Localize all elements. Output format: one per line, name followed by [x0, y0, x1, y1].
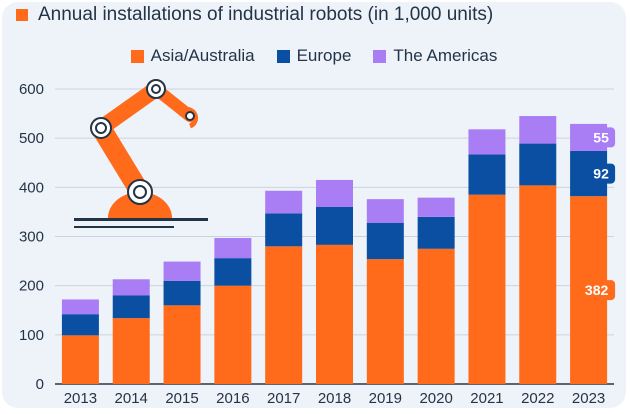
bar-segment	[112, 318, 150, 384]
x-axis-labels: 2013 2014 2015 2016 2017 2018 2019 2020 2021 2022…	[64, 390, 606, 407]
robot-base-line	[74, 218, 208, 221]
x-tick-label: 2016	[216, 390, 249, 407]
x-tick-label: 2018	[318, 390, 351, 407]
robot-upper-arm	[93, 81, 164, 136]
legend: Asia/Australia Europe The Americas	[2, 46, 626, 66]
x-tick-label: 2020	[419, 390, 452, 407]
x-tick-label: 2023	[572, 390, 605, 407]
robot-joint-elbow-inner	[95, 122, 107, 134]
y-tick-label: 400	[19, 179, 44, 196]
industrial-robot-arm-icon	[74, 79, 208, 228]
robot-joint-base	[127, 179, 153, 205]
bar-segment	[366, 199, 404, 223]
bar-segment	[366, 222, 404, 260]
bar-segment	[163, 305, 201, 384]
bar-segment	[519, 185, 557, 384]
y-tick-label: 300	[19, 229, 44, 246]
robot-joint-elbow	[90, 117, 112, 139]
bar-segment	[163, 280, 201, 306]
title-marker	[16, 9, 28, 21]
robot-joint-shoulder	[146, 79, 166, 99]
legend-item-europe: Europe	[276, 46, 352, 66]
robot-joint-base-inner	[133, 185, 147, 199]
data-label: 92	[593, 166, 609, 182]
bar-segment	[519, 143, 557, 186]
y-tick-label: 600	[19, 81, 44, 98]
bar-segment	[316, 207, 353, 245]
bar-segment	[468, 129, 506, 155]
bar-segment	[265, 246, 303, 384]
title-row: Annual installations of industrial robot…	[16, 2, 493, 28]
x-tick-label: 2013	[64, 390, 97, 407]
x-tick-label: 2021	[470, 390, 503, 407]
bar-segment	[316, 179, 353, 207]
bar-segment	[366, 259, 404, 384]
x-tick-label: 2022	[521, 390, 554, 407]
bar-segment	[468, 194, 506, 384]
legend-label-asia: Asia/Australia	[150, 46, 255, 65]
robot-floor-line	[74, 226, 174, 228]
bar-segment	[519, 116, 557, 144]
bars	[61, 116, 608, 384]
bar-segment	[61, 314, 99, 336]
legend-item-asia: Asia/Australia	[130, 46, 255, 66]
bar-segment	[112, 279, 150, 296]
bar-segment	[265, 213, 303, 247]
x-tick-label: 2017	[267, 390, 300, 407]
data-label-box	[587, 163, 616, 184]
data-labels: 55 92 382	[578, 127, 616, 301]
x-tick-label: 2015	[165, 390, 198, 407]
bar-segment	[417, 216, 455, 249]
bar-segment	[214, 258, 252, 286]
robot-joint-shoulder-inner	[151, 84, 161, 94]
bar-segment	[163, 261, 201, 281]
y-tick-label: 100	[19, 327, 44, 344]
y-tick-label: 200	[19, 278, 44, 295]
chart-title: Annual installations of industrial robot…	[38, 4, 494, 25]
bar-segment	[417, 197, 455, 217]
bar-segment	[417, 248, 455, 384]
robot-joint-wrist	[185, 111, 195, 121]
bar-segment	[214, 285, 252, 384]
legend-item-americas: The Americas	[373, 46, 497, 66]
y-tick-label: 500	[19, 130, 44, 147]
legend-swatch-europe	[276, 49, 290, 63]
x-tick-label: 2019	[369, 390, 402, 407]
bar-segment	[265, 190, 303, 214]
y-tick-label: 0	[36, 376, 44, 393]
y-axis-labels: 0 100 200 300 400 500 600	[19, 81, 44, 393]
bar-segment	[468, 154, 506, 195]
legend-swatch-asia	[130, 49, 144, 63]
legend-swatch-americas	[373, 49, 387, 63]
data-label: 382	[585, 282, 609, 298]
bar-segment	[112, 295, 150, 319]
data-label-box	[587, 127, 616, 148]
data-label-box	[578, 280, 616, 301]
bar-segment	[214, 237, 252, 259]
bar-segment	[61, 335, 99, 384]
legend-label-europe: Europe	[296, 46, 352, 65]
robot-gripper	[183, 106, 199, 129]
x-tick-label: 2014	[115, 390, 148, 407]
data-label: 55	[593, 129, 609, 145]
bar-segment	[316, 244, 353, 384]
bar-segment	[61, 299, 99, 315]
legend-label-americas: The Americas	[393, 46, 498, 65]
